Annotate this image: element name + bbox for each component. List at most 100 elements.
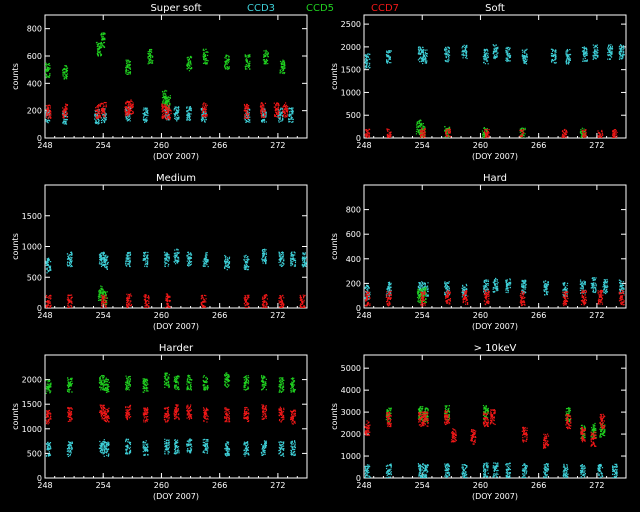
point-scatter-ccd7 [146,300,149,302]
point-scatter-ccd7 [148,300,150,302]
point-scatter-ccd7 [521,143,522,144]
point-scatter-ccd7 [248,295,250,297]
point-scatter-ccd7 [49,301,51,303]
point-scatter-ccd7 [47,300,49,302]
point-scatter-ccd5 [582,141,583,142]
point-scatter-ccd7 [282,110,284,112]
point-scatter-ccd3 [177,106,180,108]
point-ccd5 [264,55,267,57]
point-scatter-ccd7 [244,107,246,109]
point-scatter-ccd3 [611,52,613,55]
point-scatter-ccd3 [585,60,587,62]
point-scatter-ccd3 [592,54,594,57]
point-scatter-ccd7 [97,117,99,119]
point-scatter-ccd3 [565,63,568,65]
point-scatter-ccd3 [189,117,191,119]
point-scatter-ccd7 [387,139,388,140]
point-scatter-ccd3 [487,63,489,65]
point-scatter-ccd7 [284,106,287,108]
point-scatter-ccd3 [95,119,97,121]
point-scatter-ccd5 [248,66,250,68]
point-scatter-ccd7 [67,305,69,307]
point-scatter-ccd7 [128,296,130,298]
point-scatter-ccd7 [126,299,128,301]
point-scatter-ccd3 [205,113,207,115]
point-scatter-ccd3 [205,253,207,255]
point-scatter-ccd7 [520,129,522,131]
point-scatter-ccd3 [67,265,69,267]
point-ccd3 [68,257,71,260]
point-scatter-ccd7 [203,107,205,110]
point-scatter-ccd3 [98,109,101,111]
point-scatter-ccd7 [266,308,267,309]
point-scatter-ccd7 [388,140,389,141]
point-scatter-ccd5 [227,68,229,71]
point-scatter-ccd7 [102,307,104,308]
point-scatter-ccd7 [422,138,423,139]
point-scatter-ccd3 [487,53,489,55]
point-scatter-ccd3 [174,263,177,265]
point-scatter-ccd7 [104,305,106,308]
point-scatter-ccd7 [614,133,616,135]
point-scatter-ccd3 [203,113,205,115]
point-scatter-ccd5 [47,75,49,77]
point-scatter-ccd3 [568,53,570,56]
point-scatter-ccd7 [104,304,106,306]
point-scatter-ccd3 [246,120,248,123]
point-scatter-ccd3 [566,49,568,52]
point-scatter-ccd3 [567,62,569,64]
point-scatter-ccd7 [144,307,146,308]
point-ccd3 [583,52,586,55]
point-scatter-ccd3 [68,254,70,256]
point-scatter-ccd3 [165,262,167,264]
point-scatter-ccd3 [447,55,449,58]
point-scatter-ccd5 [202,49,204,51]
point-scatter-ccd5 [206,63,208,65]
point-scatter-ccd5 [245,63,247,66]
point-scatter-ccd7 [487,131,489,133]
point-scatter-ccd3 [419,61,421,63]
point-scatter-ccd3 [585,54,587,56]
point-scatter-ccd5 [150,60,152,62]
point-scatter-ccd7 [565,129,568,132]
point-scatter-ccd7 [263,296,265,298]
x-axis-label: (DOY 2007) [472,322,518,331]
point-scatter-ccd7 [522,141,523,142]
point-scatter-ccd7 [484,131,486,133]
point-scatter-ccd3 [176,113,178,115]
point-scatter-ccd3 [100,117,103,119]
point-scatter-ccd3 [365,55,367,57]
point-scatter-ccd7 [386,136,389,138]
point-scatter-ccd3 [128,260,130,262]
point-scatter-ccd5 [263,55,266,58]
point-scatter-ccd3 [291,264,294,266]
point-scatter-ccd7 [169,295,171,297]
point-scatter-ccd5 [166,101,168,103]
point-scatter-ccd7 [388,129,390,131]
point-scatter-ccd3 [586,53,588,55]
point-scatter-ccd7 [485,134,487,136]
point-scatter-ccd3 [97,119,100,121]
point-scatter-ccd7 [145,304,147,306]
point-scatter-ccd5 [283,61,285,63]
point-scatter-ccd7 [163,105,165,107]
point-scatter-ccd7 [203,307,205,308]
point-scatter-ccd7 [248,294,250,296]
point-scatter-ccd5 [447,127,450,130]
point-scatter-ccd3 [493,56,495,59]
point-scatter-ccd5 [100,46,102,49]
point-scatter-ccd3 [292,112,294,114]
point-scatter-ccd7 [585,129,587,131]
point-scatter-ccd3 [447,61,449,63]
point-scatter-ccd5 [448,126,450,129]
point-scatter-ccd5 [128,61,131,63]
point-scatter-ccd3 [186,116,188,119]
point-scatter-ccd5 [165,99,168,101]
point-scatter-ccd7 [284,105,286,107]
point-scatter-ccd5 [191,67,193,69]
point-scatter-ccd7 [562,142,563,143]
point-scatter-ccd3 [70,251,73,253]
point-scatter-ccd5 [202,48,205,50]
point-scatter-ccd7 [166,302,168,304]
point-scatter-ccd3 [507,55,509,57]
